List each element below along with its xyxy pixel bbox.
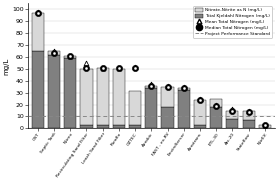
Bar xyxy=(194,100,206,125)
Bar xyxy=(145,88,157,128)
Bar xyxy=(178,90,190,128)
Legend: Nitrate-Nitrite as N (mg/L), Total Kjeldahl Nitrogen (mg/L), Mean Total Nitrogen: Nitrate-Nitrite as N (mg/L), Total Kjeld… xyxy=(193,6,272,38)
Bar xyxy=(194,125,206,128)
Bar xyxy=(48,55,60,128)
Bar xyxy=(210,99,222,107)
Y-axis label: mg/L: mg/L xyxy=(3,57,9,75)
Bar xyxy=(64,58,76,128)
Bar xyxy=(80,69,93,125)
Bar xyxy=(178,88,190,90)
Bar xyxy=(32,51,44,128)
Bar xyxy=(80,125,93,128)
Bar xyxy=(64,56,76,58)
Bar xyxy=(145,86,157,88)
Bar xyxy=(113,69,125,125)
Bar xyxy=(226,111,239,119)
Bar xyxy=(113,125,125,128)
Bar xyxy=(226,119,239,128)
Bar xyxy=(32,13,44,51)
Bar xyxy=(259,125,271,128)
Bar xyxy=(129,125,141,128)
Bar xyxy=(48,51,60,55)
Bar xyxy=(96,68,109,125)
Bar xyxy=(210,107,222,128)
Bar xyxy=(242,120,255,128)
Bar xyxy=(162,87,173,107)
Bar xyxy=(129,91,141,125)
Bar xyxy=(242,111,255,120)
Bar xyxy=(162,107,173,128)
Bar xyxy=(96,125,109,128)
